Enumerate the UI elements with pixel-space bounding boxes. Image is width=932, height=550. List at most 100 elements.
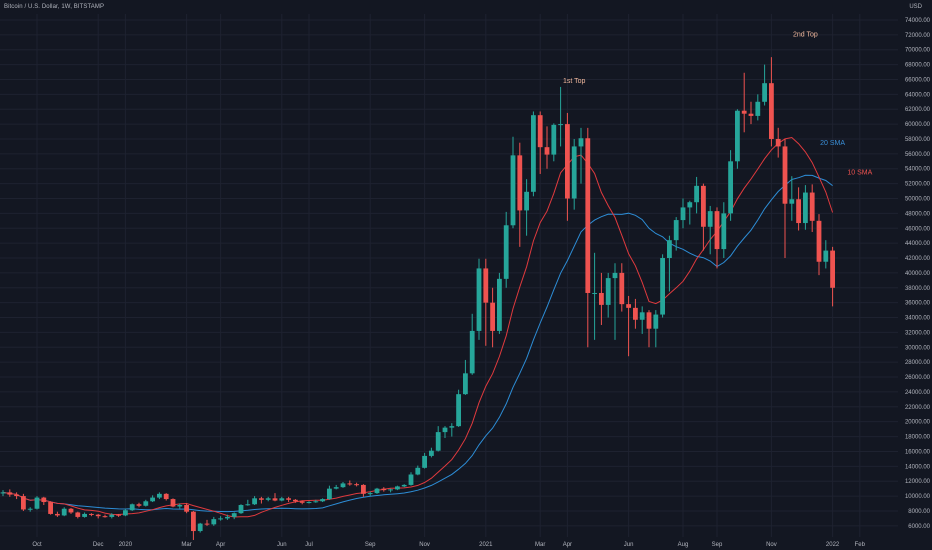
candle (143, 499, 149, 507)
x-tick-label: Feb (855, 542, 866, 548)
x-tick-label: 2020 (119, 542, 133, 548)
candle-body-up (279, 498, 285, 501)
candle-body-up (762, 83, 767, 102)
candles (0, 57, 835, 540)
candle (619, 263, 625, 312)
y-tick-label: 68000.00 (905, 63, 931, 69)
candle-body-up (265, 498, 271, 500)
candle-body-up (531, 115, 536, 192)
candle (157, 492, 162, 500)
candle (306, 501, 312, 504)
candle-body-up (469, 330, 475, 374)
candle (769, 57, 774, 147)
candle-body-down (537, 115, 543, 148)
candle-body-down (796, 199, 801, 224)
candle-body-up (333, 487, 339, 489)
x-tick-label: Nov (419, 542, 430, 548)
candle (55, 511, 60, 517)
candle (320, 498, 325, 503)
candle-body-up (735, 110, 740, 162)
candle (490, 287, 495, 348)
candle (7, 489, 13, 497)
candle (150, 495, 155, 503)
candle (327, 485, 332, 500)
candle-body-down (191, 511, 196, 532)
y-tick-label: 24000.00 (905, 390, 931, 396)
candle-body-down (286, 498, 291, 500)
candle-body-down (633, 307, 638, 320)
x-tick-label: Aug (678, 542, 689, 548)
candle-body-up (157, 493, 162, 498)
candle-body-down (75, 512, 81, 517)
candle-body-down (272, 498, 278, 501)
candle (218, 516, 223, 521)
candle (626, 295, 631, 357)
candle-body-up (639, 312, 645, 320)
candle (612, 263, 618, 340)
y-tick-label: 58000.00 (905, 137, 931, 143)
candle-body-down (585, 138, 591, 293)
candle-body-up (429, 450, 434, 456)
y-tick-label: 54000.00 (905, 167, 931, 173)
candle (633, 298, 638, 329)
y-tick-label: 30000.00 (905, 345, 931, 351)
y-tick-label: 44000.00 (905, 241, 931, 247)
candle (551, 123, 557, 162)
candle (796, 187, 801, 231)
candle-body-up (231, 513, 237, 517)
candle (803, 185, 808, 230)
price-axis[interactable]: 6000.00 8000.00 10000.00 12000.00 14000.00 16… (905, 18, 931, 530)
candle-body-up (245, 504, 251, 506)
candle (531, 111, 536, 197)
candle (435, 426, 441, 452)
candle-body-up (497, 278, 502, 331)
candle-body-down (55, 513, 60, 516)
candle (653, 310, 659, 348)
candle (293, 499, 298, 503)
candle (245, 499, 251, 506)
candle-body-up (694, 185, 699, 203)
y-tick-label: 52000.00 (905, 182, 931, 188)
candle (68, 507, 74, 514)
candle (0, 490, 6, 497)
candle (395, 485, 400, 491)
candle-body-down (646, 312, 652, 329)
candle-body-down (7, 492, 13, 495)
candle-body-down (483, 268, 489, 303)
y-tick-label: 56000.00 (905, 152, 931, 158)
candle-body-down (48, 502, 53, 514)
candle-body-down (626, 304, 631, 308)
candle-body-up (129, 504, 135, 511)
candle-body-up (374, 488, 380, 494)
candle (429, 447, 434, 458)
candle (21, 493, 26, 511)
candle-body-down (701, 185, 706, 227)
currency-label: USD (909, 4, 922, 10)
candle (544, 126, 550, 169)
candle-body-up (789, 199, 795, 204)
y-tick-label: 8000.00 (908, 509, 930, 515)
candle (48, 501, 53, 515)
candle-body-down (748, 113, 754, 116)
candle-body-up (143, 501, 149, 506)
y-tick-label: 14000.00 (905, 464, 931, 470)
candle (741, 72, 747, 133)
candle (27, 507, 33, 512)
candle-body-up (687, 202, 693, 208)
candle-body-down (184, 505, 189, 512)
candle-body-down (68, 508, 74, 513)
y-tick-label: 36000.00 (905, 301, 931, 307)
candle (95, 513, 101, 519)
candle-body-down (517, 155, 523, 211)
candle-body-up (109, 514, 115, 517)
x-tick-label: Sep (365, 542, 376, 548)
x-tick-label: Jun (277, 542, 287, 548)
time-axis[interactable]: Oct Dec 2020 Mar Apr Jun Jul Sep Nov 2021 Mar Apr Ju… (32, 542, 865, 548)
candle-body-up (463, 373, 468, 395)
x-tick-label: Jul (305, 542, 313, 548)
candle-body-up (680, 207, 686, 221)
y-tick-label: 18000.00 (905, 435, 931, 441)
candle-body-up (442, 427, 448, 433)
candle (565, 112, 570, 221)
